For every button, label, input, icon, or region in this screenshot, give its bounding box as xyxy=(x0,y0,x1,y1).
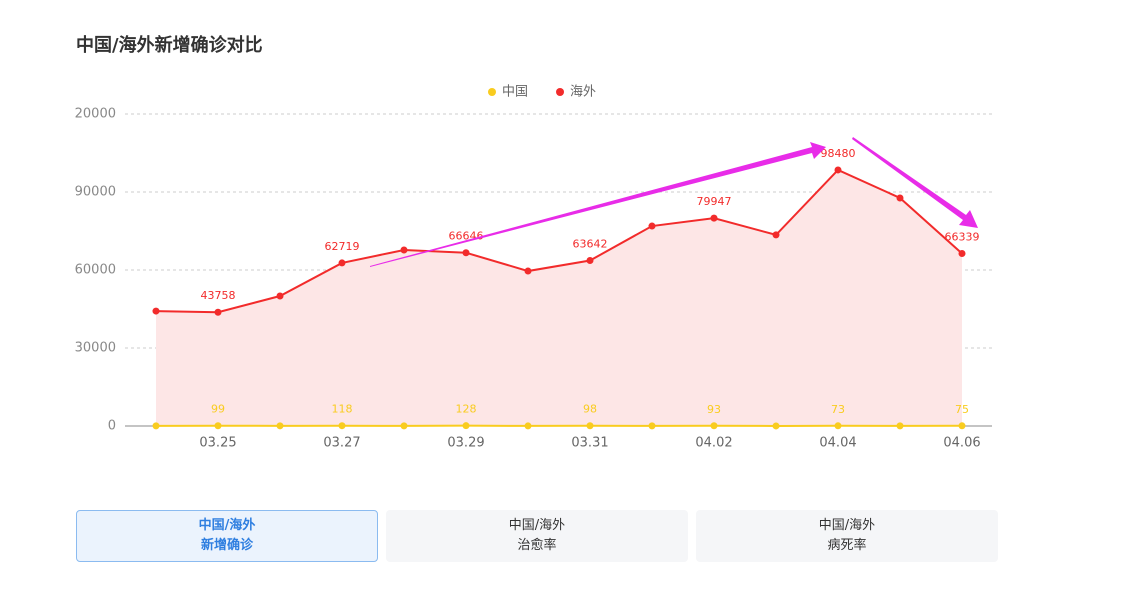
point xyxy=(462,249,470,257)
legend-marker xyxy=(556,88,565,96)
tab[interactable]: 中国/海外新增确诊 xyxy=(76,510,378,562)
point xyxy=(958,422,966,430)
y-tick-label: 90000 xyxy=(75,185,116,200)
tab-label: 病死率 xyxy=(827,538,867,553)
data-label: 66339 xyxy=(945,231,980,244)
chart-title: 中国/海外新增确诊对比 xyxy=(76,34,263,56)
tab-label: 中国/海外 xyxy=(818,518,876,533)
data-label: 98480 xyxy=(821,147,856,160)
x-tick-label: 04.06 xyxy=(943,436,980,451)
point xyxy=(400,422,408,430)
data-label: 43758 xyxy=(201,289,236,302)
point xyxy=(772,231,780,239)
legend-marker xyxy=(488,88,496,96)
data-label: 98 xyxy=(583,403,597,416)
point xyxy=(338,422,346,430)
chart: 中国/海外新增确诊对比 0 30000 60000 90000 20000 03.25 03… xyxy=(75,34,992,451)
point xyxy=(462,422,470,430)
data-label: 118 xyxy=(332,403,353,416)
data-label: 99 xyxy=(211,403,225,416)
tab[interactable]: 中国/海外病死率 xyxy=(696,510,998,562)
point xyxy=(152,307,160,315)
x-tick-label: 03.31 xyxy=(571,436,608,451)
point xyxy=(276,292,284,300)
data-label: 63642 xyxy=(573,238,608,251)
tab-label: 治愈率 xyxy=(517,538,557,553)
x-tick-label: 03.29 xyxy=(447,436,484,451)
point xyxy=(834,166,842,174)
data-label: 128 xyxy=(456,403,477,416)
area xyxy=(156,169,962,426)
data-label: 79947 xyxy=(697,195,732,208)
point xyxy=(338,259,346,267)
y-tick-label: 60000 xyxy=(75,263,116,278)
point xyxy=(586,257,594,265)
tab-label: 中国/海外 xyxy=(508,518,566,533)
data-label: 62719 xyxy=(325,240,360,253)
point xyxy=(896,194,904,202)
point xyxy=(710,422,718,430)
point xyxy=(214,422,222,430)
point xyxy=(834,422,842,430)
point xyxy=(586,422,594,430)
plot: 0 30000 60000 90000 20000 03.25 03.27 03.29 03.3… xyxy=(75,85,992,451)
point xyxy=(214,308,222,316)
point xyxy=(772,422,780,430)
x-tick-label: 04.02 xyxy=(695,436,732,451)
point xyxy=(524,422,532,430)
point xyxy=(710,214,718,222)
annotation-arrow xyxy=(852,137,978,228)
point xyxy=(648,222,656,230)
point xyxy=(648,422,656,430)
tab-label: 中国/海外 xyxy=(198,518,256,533)
y-tick-label: 0 xyxy=(108,419,116,434)
tab[interactable]: 中国/海外治愈率 xyxy=(386,510,688,562)
x-tick-label: 03.27 xyxy=(323,436,360,451)
legend-label: 海外 xyxy=(570,85,596,100)
data-label: 73 xyxy=(831,403,845,416)
point xyxy=(524,267,532,275)
point xyxy=(152,422,160,430)
point xyxy=(276,422,284,430)
annotation-arrow xyxy=(370,142,826,267)
y-tick-label: 20000 xyxy=(75,107,116,122)
x-tick-label: 04.04 xyxy=(819,436,856,451)
line xyxy=(155,168,963,314)
data-label: 75 xyxy=(955,403,969,416)
x-tick-label: 03.25 xyxy=(199,436,236,451)
point xyxy=(400,246,408,254)
point xyxy=(958,250,966,258)
point xyxy=(896,422,904,430)
tab-label: 新增确诊 xyxy=(200,538,253,553)
y-tick-label: 30000 xyxy=(75,341,116,356)
data-label: 93 xyxy=(707,403,721,416)
legend-label: 中国 xyxy=(502,85,528,100)
